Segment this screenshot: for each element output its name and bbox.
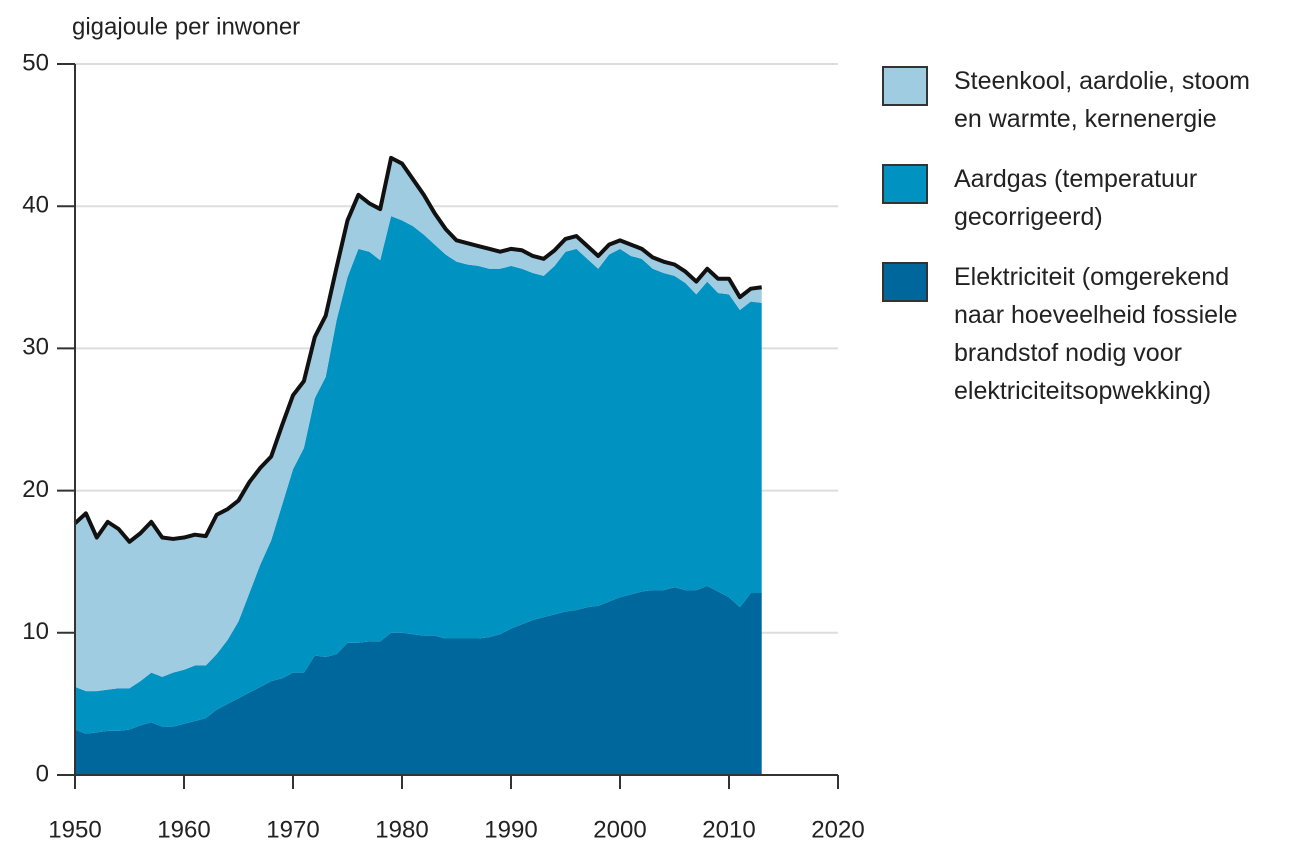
x-tick-label: 1960	[157, 816, 210, 843]
legend-label: Aardgas (temperatuur gecorrigeerd)	[954, 165, 1198, 231]
area	[75, 216, 762, 734]
x-tick-label: 2020	[811, 816, 864, 843]
total-outline	[73, 155, 762, 544]
y-tick-label: 40	[22, 192, 49, 219]
legend-swatch	[882, 66, 928, 106]
y-tick-label: 30	[22, 334, 49, 361]
x-tick-label: 1980	[375, 816, 428, 843]
y-tick-label: 0	[36, 760, 49, 787]
y-tick-label: 10	[22, 618, 49, 645]
x-tick-label: 2010	[702, 816, 755, 843]
legend-item: Elektriciteit (omgerekend naar hoeveelhe…	[882, 258, 1282, 410]
legend-item: Aardgas (temperatuur gecorrigeerd)	[882, 160, 1282, 236]
area	[75, 157, 762, 692]
x-tick-label: 1950	[48, 816, 101, 843]
y-axis-label: gigajoule per inwoner	[72, 13, 300, 40]
y-tick-label: 50	[22, 49, 49, 76]
legend: Steenkool, aardolie, stoom en warmte, ke…	[882, 62, 1282, 432]
area	[75, 585, 762, 775]
x-tick-label: 1990	[484, 816, 537, 843]
legend-swatch	[882, 262, 928, 302]
y-tick-label: 20	[22, 476, 49, 503]
x-tick-label: 1970	[266, 816, 319, 843]
legend-label: Elektriciteit (omgerekend naar hoeveelhe…	[954, 263, 1238, 405]
legend-item: Steenkool, aardolie, stoom en warmte, ke…	[882, 62, 1282, 138]
legend-label: Steenkool, aardolie, stoom en warmte, ke…	[954, 67, 1251, 133]
legend-swatch	[882, 164, 928, 204]
x-tick-label: 2000	[593, 816, 646, 843]
